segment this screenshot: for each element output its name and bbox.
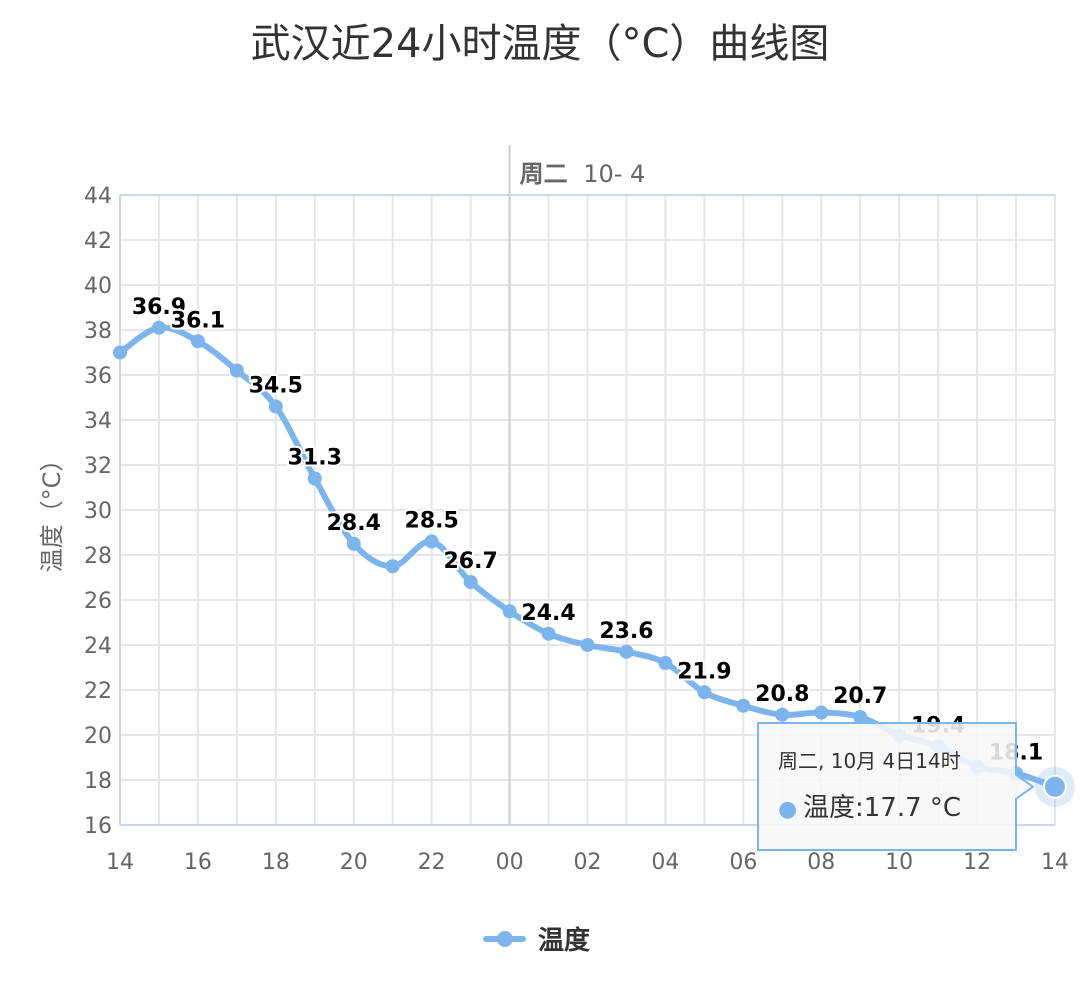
y-tick-label: 18 [84, 769, 112, 794]
data-point[interactable] [151, 320, 166, 335]
data-point[interactable] [346, 536, 361, 551]
y-tick-label: 22 [84, 679, 112, 704]
x-tick-label: 20 [340, 850, 368, 875]
data-point[interactable] [814, 705, 829, 720]
data-label: 36.1 [171, 308, 225, 333]
x-tick-label: 12 [963, 850, 991, 875]
y-tick-label: 28 [84, 544, 112, 569]
data-label: 31.3 [288, 446, 342, 471]
legend-item-label[interactable]: 温度 [538, 925, 590, 956]
data-point[interactable] [190, 334, 205, 349]
y-tick-label: 38 [84, 319, 112, 344]
data-point[interactable] [307, 471, 322, 486]
data-point[interactable] [113, 345, 127, 360]
x-tick-label: 18 [262, 850, 290, 875]
tooltip-header: 周二, 10月 4日14时 [778, 749, 961, 773]
data-point[interactable] [775, 707, 790, 722]
data-label: 28.4 [327, 511, 381, 536]
legend-marker[interactable] [497, 931, 513, 947]
plot-line-date: 10- 4 [583, 160, 645, 188]
y-tick-label: 44 [84, 184, 112, 209]
x-tick-label: 06 [729, 850, 757, 875]
data-point[interactable] [541, 626, 556, 641]
y-tick-label: 30 [84, 499, 112, 524]
x-tick-label: 04 [651, 850, 679, 875]
data-label: 36.9 [132, 295, 186, 320]
data-label: 23.6 [599, 619, 653, 644]
data-point[interactable] [853, 710, 868, 724]
data-label: 26.7 [443, 549, 497, 574]
data-label: 20.7 [833, 684, 887, 709]
data-point[interactable] [502, 604, 517, 619]
y-tick-label: 26 [84, 589, 112, 614]
y-tick-label: 42 [84, 229, 112, 254]
axes: 16 18 20 22 24 26 28 30 32 34 36 38 40 42 44 14 16 18 20 22… [84, 184, 1069, 875]
legend[interactable]: 温度 [483, 925, 590, 956]
y-tick-label: 34 [84, 409, 112, 434]
x-tick-label: 08 [807, 850, 835, 875]
x-tick-label: 10 [885, 850, 913, 875]
y-tick-label: 24 [84, 634, 112, 659]
x-tick-label: 00 [496, 850, 524, 875]
x-tick-label: 22 [418, 850, 446, 875]
plot-line-label: 周二 10- 4 [520, 160, 646, 188]
y-axis-title: 温度（°C） [38, 448, 66, 573]
tooltip-box [757, 722, 1035, 851]
y-tick-label: 40 [84, 274, 112, 299]
data-point[interactable] [229, 363, 244, 378]
y-tick-label: 36 [84, 364, 112, 389]
data-label: 20.8 [755, 682, 809, 707]
data-point[interactable] [463, 575, 478, 589]
tooltip-value: 温度:17.7 °C [803, 793, 961, 823]
x-tick-label: 14 [1041, 850, 1069, 875]
date-plot-line: 周二 10- 4 [508, 145, 646, 825]
x-tick-label: 02 [574, 850, 602, 875]
grid [119, 194, 1056, 826]
x-tick-label: 14 [106, 850, 134, 875]
data-label: 28.5 [405, 509, 459, 534]
data-point[interactable] [385, 559, 400, 574]
y-tick-label: 20 [84, 724, 112, 749]
y-tick-label: 32 [84, 454, 112, 479]
tooltip-marker: ● [778, 797, 797, 822]
data-point[interactable] [697, 685, 712, 700]
data-point[interactable] [736, 698, 751, 713]
data-point[interactable] [619, 644, 634, 659]
data-point[interactable] [580, 638, 595, 652]
chart-title: 武汉近24小时温度（°C）曲线图 [251, 21, 830, 67]
data-label: 24.4 [521, 601, 575, 626]
data-label: 21.9 [677, 659, 731, 684]
data-point[interactable] [658, 656, 673, 670]
data-point-hovered[interactable] [1043, 774, 1067, 799]
y-tick-label: 16 [84, 814, 112, 839]
series-temperature[interactable] [113, 320, 1075, 807]
plot-line-day: 周二 [520, 160, 568, 188]
data-point[interactable] [424, 534, 439, 549]
x-tick-label: 16 [184, 850, 212, 875]
tooltip: 周二, 10月 4日14时 ● 温度:17.7 °C [757, 722, 1035, 851]
data-label: 34.5 [249, 374, 303, 399]
data-point[interactable] [268, 399, 283, 414]
